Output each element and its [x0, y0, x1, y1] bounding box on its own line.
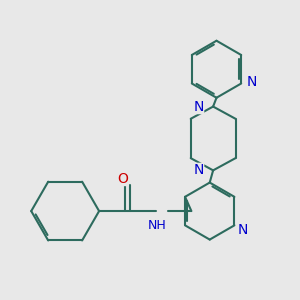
- Text: NH: NH: [148, 219, 167, 232]
- Text: N: N: [246, 75, 256, 89]
- Text: O: O: [117, 172, 128, 185]
- Text: N: N: [193, 164, 204, 177]
- Text: N: N: [193, 100, 204, 114]
- Text: N: N: [238, 223, 248, 237]
